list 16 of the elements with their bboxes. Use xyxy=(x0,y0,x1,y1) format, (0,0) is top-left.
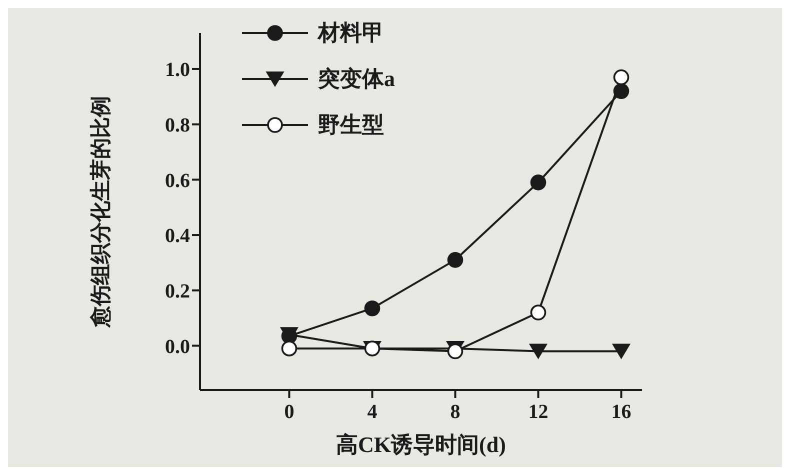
y-tick-label: 0.0 xyxy=(165,336,190,358)
legend-label: 材料甲 xyxy=(318,19,384,47)
y-tick-label: 0.2 xyxy=(165,280,190,302)
y-tick-label: 1.0 xyxy=(165,59,190,82)
y-tick-label: 0.4 xyxy=(165,225,190,248)
x-axis-title: 高CK诱导时间(d) xyxy=(336,432,506,457)
y-axis-title: 愈伤组织分化生芽的比例 xyxy=(88,96,112,328)
x-tick-label: 8 xyxy=(450,401,460,423)
x-tick-label: 0 xyxy=(284,401,294,423)
x-tick-label: 16 xyxy=(611,401,632,423)
y-tick-label: 0.6 xyxy=(165,170,190,192)
x-tick-label: 4 xyxy=(367,401,378,423)
legend-label: 突变体a xyxy=(318,65,395,93)
x-tick-label: 12 xyxy=(528,401,548,423)
y-tick-label: 0.8 xyxy=(165,114,190,136)
legend-label: 野生型 xyxy=(318,111,384,139)
